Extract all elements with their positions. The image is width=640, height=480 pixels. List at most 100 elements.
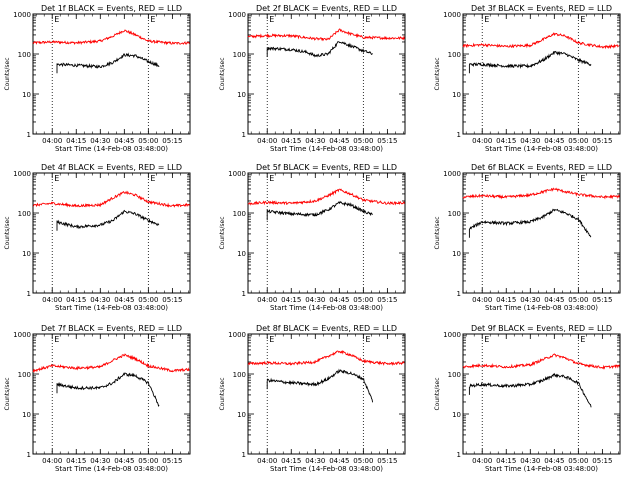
x-axis-label: Start Time (14-Feb-08 03:48:00) bbox=[55, 145, 168, 153]
y-tick-label: 10 bbox=[452, 250, 461, 258]
event-marker-label: E bbox=[54, 174, 59, 183]
x-axis-label: Start Time (14-Feb-08 03:48:00) bbox=[270, 304, 383, 312]
plot-panel-5: Det 5f BLACK = Events, RED = LLD 1 10 100 10… bbox=[219, 163, 406, 312]
plot-panel-9: Det 9f BLACK = Events, RED = LLD 1 10 100 10… bbox=[434, 324, 621, 473]
x-tick-label: 04:15 bbox=[496, 296, 516, 304]
plot-panel-1: Det 1f BLACK = Events, RED = LLD 1 10 100 10… bbox=[4, 4, 191, 153]
events-series-line bbox=[266, 368, 374, 403]
y-tick-label: 10 bbox=[22, 411, 31, 419]
event-marker-label: E bbox=[150, 15, 155, 24]
axes-frame bbox=[462, 13, 621, 135]
y-tick-label: 100 bbox=[233, 51, 246, 59]
lld-series-line bbox=[462, 32, 620, 50]
y-tick-label: 1000 bbox=[13, 170, 31, 178]
event-marker-label: E bbox=[150, 335, 155, 344]
lld-series-line bbox=[32, 353, 190, 373]
event-marker-label: E bbox=[580, 15, 585, 24]
event-marker-label: E bbox=[269, 335, 274, 344]
x-tick-label: 04:00 bbox=[472, 296, 492, 304]
x-axis-label: Start Time (14-Feb-08 03:48:00) bbox=[270, 465, 383, 473]
x-tick-label: 05:00 bbox=[568, 296, 588, 304]
x-tick-label: 04:15 bbox=[496, 457, 516, 465]
event-marker-label: E bbox=[365, 174, 370, 183]
y-tick-label: 100 bbox=[18, 371, 31, 379]
x-axis-label: Start Time (14-Feb-08 03:48:00) bbox=[485, 145, 598, 153]
lld-series-line bbox=[462, 187, 620, 200]
y-axis-label: Counts/sec bbox=[219, 377, 226, 410]
x-tick-label: 04:15 bbox=[496, 137, 516, 145]
y-axis-label: Counts/sec bbox=[434, 57, 441, 90]
x-tick-label: 05:00 bbox=[353, 457, 373, 465]
x-tick-label: 04:00 bbox=[257, 296, 277, 304]
x-tick-label: 04:45 bbox=[329, 457, 349, 465]
event-marker-label: E bbox=[54, 335, 59, 344]
y-tick-label: 1000 bbox=[228, 331, 246, 339]
axes-frame bbox=[32, 172, 191, 294]
y-tick-label: 100 bbox=[233, 371, 246, 379]
x-axis-label: Start Time (14-Feb-08 03:48:00) bbox=[55, 465, 168, 473]
y-tick-label: 1 bbox=[27, 290, 31, 298]
event-marker-label: E bbox=[54, 15, 59, 24]
axes-frame bbox=[247, 333, 406, 455]
y-axis-label: Counts/sec bbox=[4, 57, 11, 90]
y-tick-label: 1 bbox=[457, 451, 461, 459]
y-tick-label: 1 bbox=[457, 290, 461, 298]
event-marker-label: E bbox=[484, 15, 489, 24]
event-marker-label: E bbox=[269, 15, 274, 24]
x-tick-label: 05:00 bbox=[138, 457, 158, 465]
plot-title: Det 9f BLACK = Events, RED = LLD bbox=[471, 324, 612, 333]
x-tick-label: 04:00 bbox=[472, 457, 492, 465]
x-tick-label: 05:00 bbox=[568, 137, 588, 145]
y-tick-label: 100 bbox=[448, 51, 461, 59]
events-series-line bbox=[56, 52, 160, 74]
x-tick-label: 04:00 bbox=[257, 137, 277, 145]
plot-panel-7: Det 7f BLACK = Events, RED = LLD 1 10 100 10… bbox=[4, 324, 191, 473]
plot-panel-3: Det 3f BLACK = Events, RED = LLD 1 10 100 10… bbox=[434, 4, 621, 153]
x-tick-label: 04:30 bbox=[90, 296, 110, 304]
x-tick-label: 04:00 bbox=[257, 457, 277, 465]
x-tick-label: 04:45 bbox=[329, 137, 349, 145]
x-tick-label: 04:30 bbox=[90, 457, 110, 465]
plot-title: Det 3f BLACK = Events, RED = LLD bbox=[471, 4, 612, 13]
x-tick-label: 04:45 bbox=[544, 137, 564, 145]
x-tick-label: 04:00 bbox=[42, 457, 62, 465]
plot-panel-2: Det 2f BLACK = Events, RED = LLD 1 10 100 10… bbox=[219, 4, 406, 153]
axes-frame bbox=[462, 172, 621, 294]
y-tick-label: 100 bbox=[18, 210, 31, 218]
x-tick-label: 04:15 bbox=[281, 457, 301, 465]
plot-panel-8: Det 8f BLACK = Events, RED = LLD 1 10 100 10… bbox=[219, 324, 406, 473]
y-axis-label: Counts/sec bbox=[219, 216, 226, 249]
x-tick-label: 05:15 bbox=[162, 137, 182, 145]
y-tick-label: 10 bbox=[22, 250, 31, 258]
y-axis-label: Counts/sec bbox=[219, 57, 226, 90]
event-marker-label: E bbox=[580, 335, 585, 344]
axes-frame bbox=[247, 172, 406, 294]
events-series-line bbox=[56, 372, 160, 407]
x-tick-label: 05:00 bbox=[138, 137, 158, 145]
events-series-line bbox=[468, 372, 592, 408]
x-tick-label: 04:00 bbox=[42, 296, 62, 304]
x-tick-label: 04:45 bbox=[114, 296, 134, 304]
y-axis-label: Counts/sec bbox=[434, 377, 441, 410]
y-tick-label: 100 bbox=[448, 210, 461, 218]
axes-frame bbox=[32, 13, 191, 135]
event-marker-label: E bbox=[150, 174, 155, 183]
y-tick-label: 1000 bbox=[228, 11, 246, 19]
x-tick-label: 04:00 bbox=[472, 137, 492, 145]
y-axis-label: Counts/sec bbox=[4, 216, 11, 249]
y-tick-label: 1 bbox=[242, 451, 246, 459]
y-tick-label: 10 bbox=[237, 250, 246, 258]
plot-title: Det 7f BLACK = Events, RED = LLD bbox=[41, 324, 182, 333]
x-tick-label: 05:00 bbox=[353, 296, 373, 304]
y-tick-label: 10 bbox=[237, 91, 246, 99]
event-marker-label: E bbox=[365, 15, 370, 24]
event-marker-label: E bbox=[484, 174, 489, 183]
y-tick-label: 1000 bbox=[443, 170, 461, 178]
events-series-line bbox=[468, 208, 592, 238]
y-tick-label: 10 bbox=[237, 411, 246, 419]
x-tick-label: 05:15 bbox=[162, 457, 182, 465]
x-tick-label: 04:15 bbox=[281, 296, 301, 304]
lld-series-line bbox=[247, 349, 405, 366]
x-tick-label: 05:15 bbox=[162, 296, 182, 304]
y-tick-label: 1 bbox=[242, 290, 246, 298]
